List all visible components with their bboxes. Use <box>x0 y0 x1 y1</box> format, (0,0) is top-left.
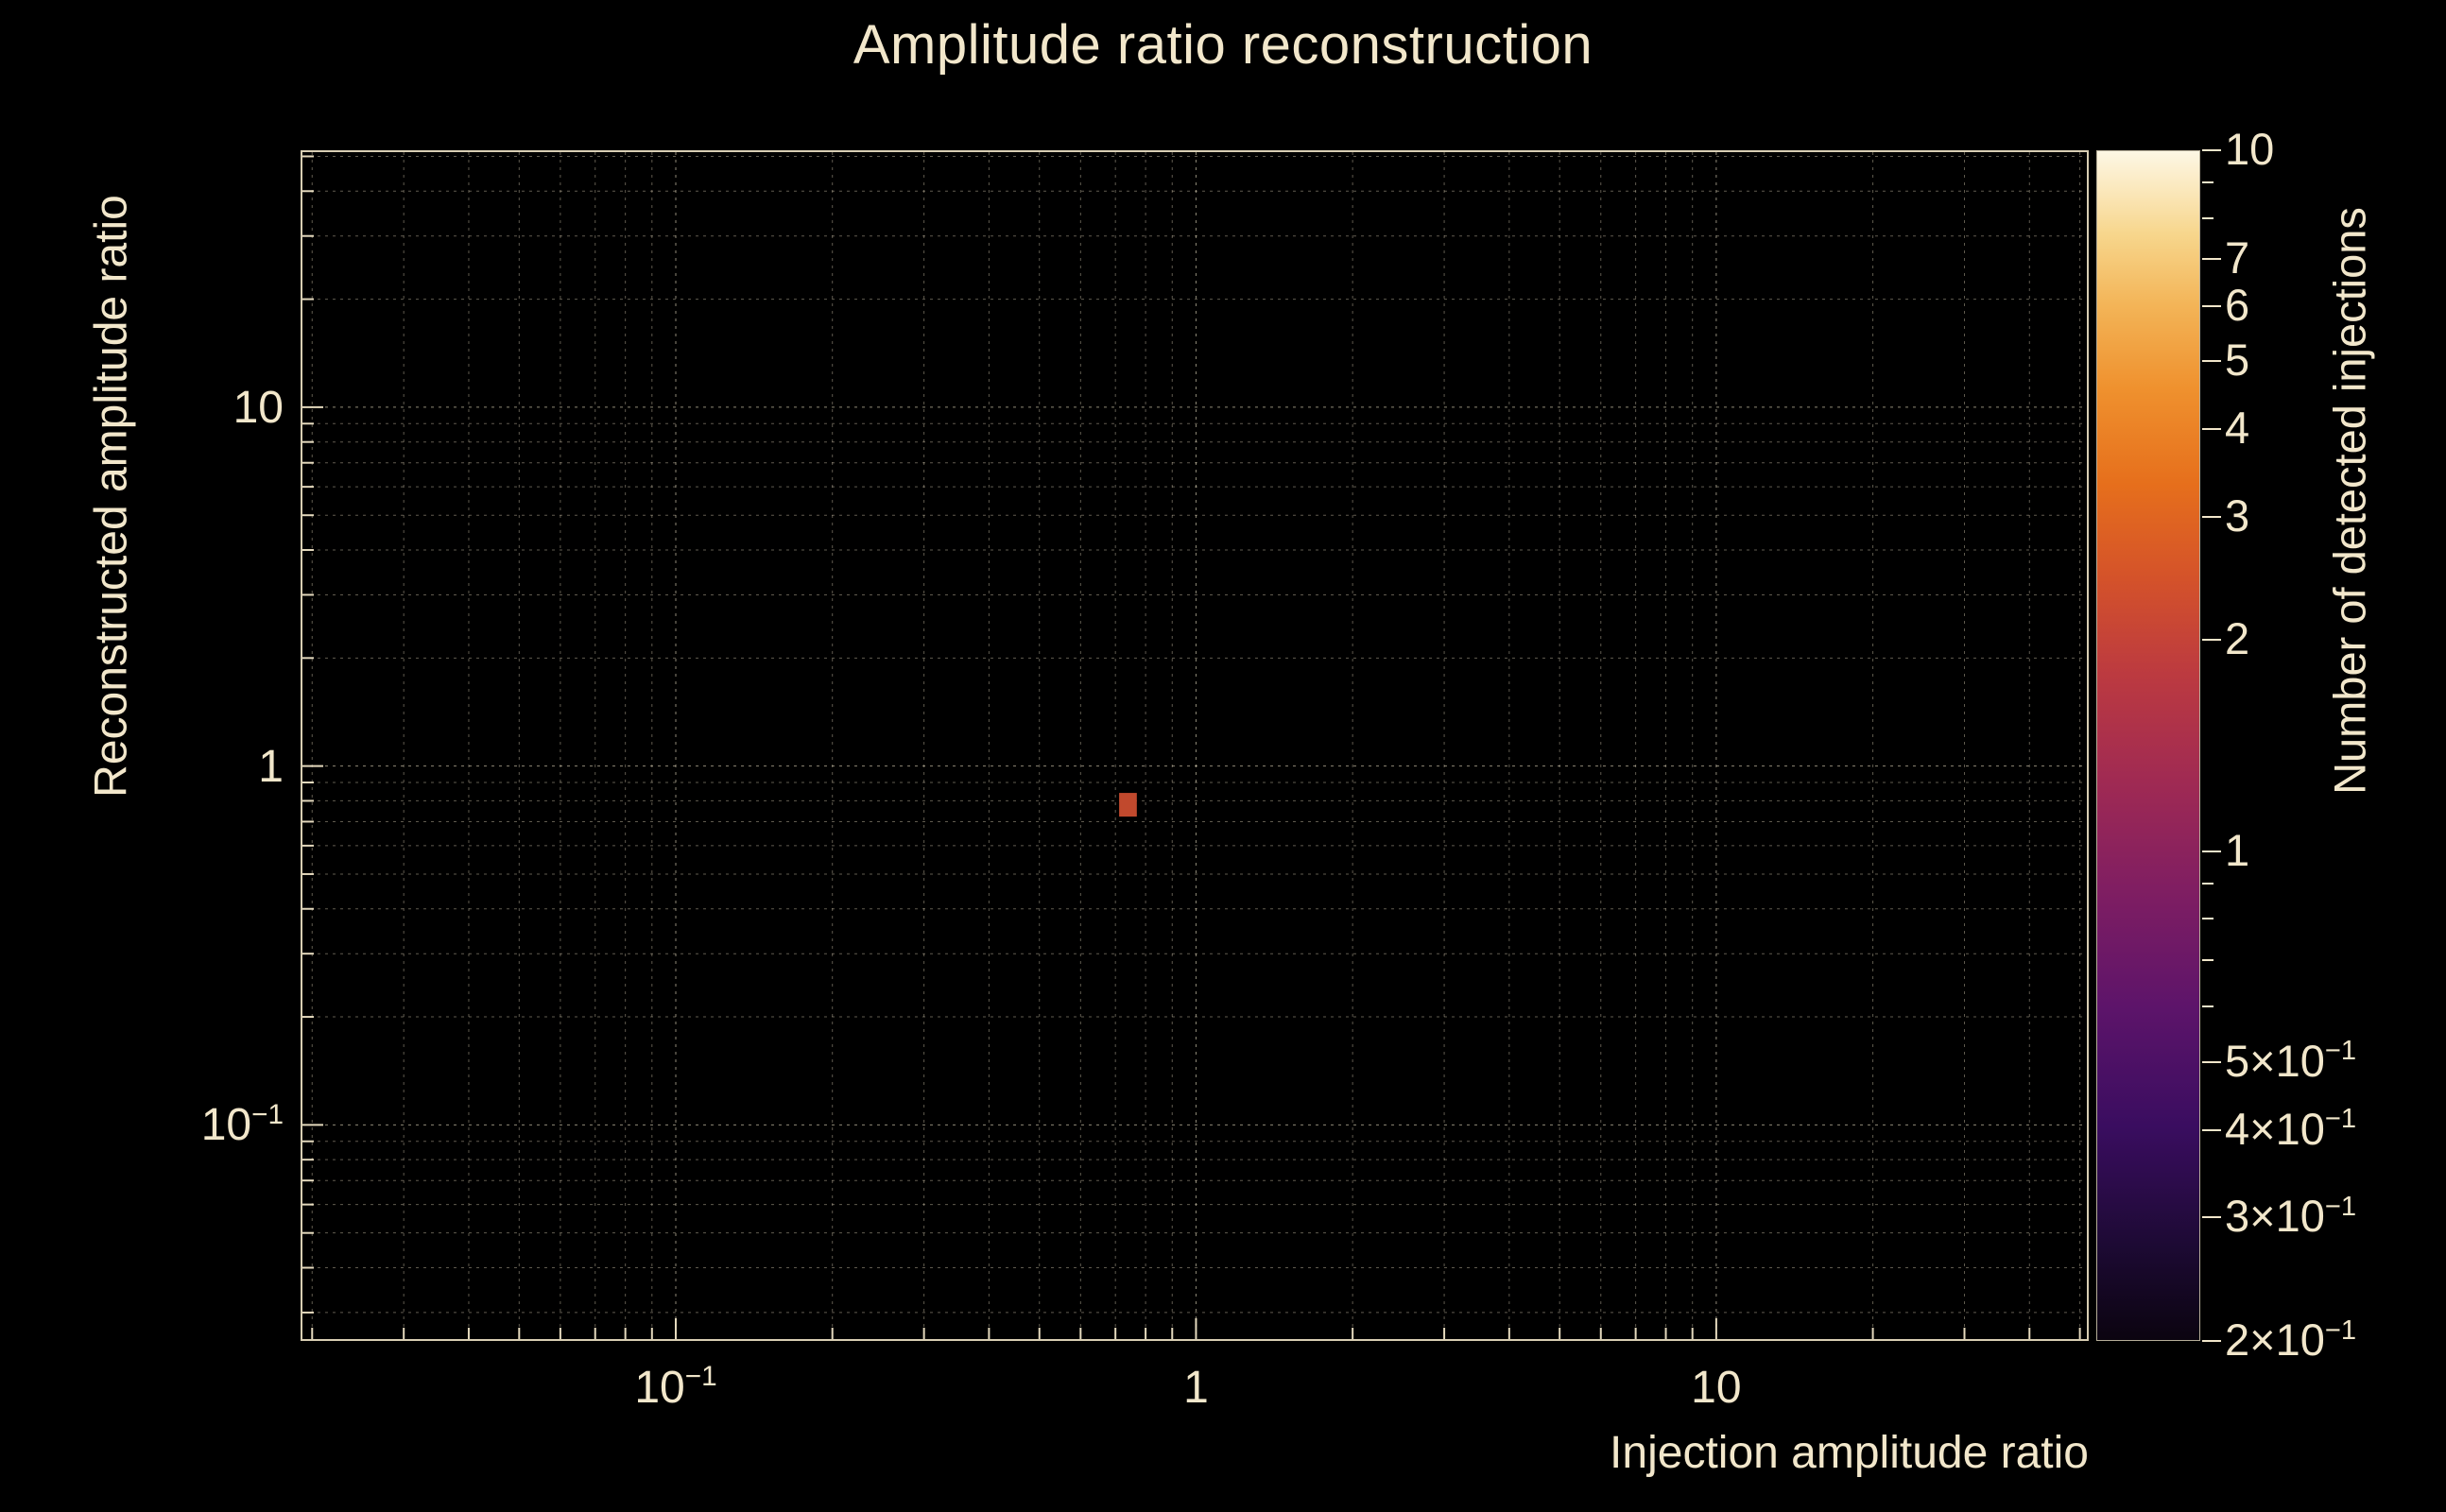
colorbar-tick <box>2202 304 2221 307</box>
colorbar-tick-label: 5×10−1 <box>2225 1035 2357 1086</box>
y-tick-label: 10 <box>233 382 284 433</box>
colorbar-tick-label: 10 <box>2225 124 2275 174</box>
colorbar-tick <box>2202 216 2213 219</box>
y-axis-title: Reconstructed amplitude ratio <box>86 195 137 798</box>
colorbar-tick-label: 7 <box>2225 232 2250 283</box>
colorbar-tick-label: 3×10−1 <box>2225 1191 2357 1242</box>
x-tick-label: 10 <box>1691 1363 1742 1413</box>
colorbar-tick-label: 6 <box>2225 279 2250 330</box>
plot-canvas <box>301 150 2089 1341</box>
colorbar-tick-label: 2×10−1 <box>2225 1314 2357 1365</box>
colorbar-tick <box>2202 882 2213 885</box>
colorbar-tick <box>2202 180 2213 183</box>
colorbar-tick <box>2202 1216 2221 1219</box>
colorbar-tick-label: 2 <box>2225 613 2250 664</box>
y-tick-label: 10−1 <box>200 1098 284 1151</box>
y-tick-label: 1 <box>258 741 284 792</box>
colorbar-tick <box>2202 515 2221 518</box>
colorbar-tick <box>2202 257 2221 260</box>
x-axis-title: Injection amplitude ratio <box>1610 1428 2089 1478</box>
colorbar-gradient <box>2097 151 2199 1340</box>
colorbar-tick-label: 5 <box>2225 335 2250 386</box>
colorbar-tick-label: 4 <box>2225 403 2250 454</box>
colorbar-tick <box>2202 149 2221 151</box>
colorbar-tick-label: 4×10−1 <box>2225 1103 2357 1154</box>
colorbar-tick <box>2202 639 2221 642</box>
plot-frame <box>301 150 2089 1341</box>
colorbar-title: Number of detected injections <box>2324 207 2375 795</box>
colorbar-tick <box>2202 1060 2221 1063</box>
colorbar-tick <box>2202 360 2221 363</box>
plot-area <box>301 150 2089 1341</box>
x-tick-label: 10−1 <box>634 1361 717 1413</box>
colorbar-tick <box>2202 958 2213 961</box>
x-tick-label: 1 <box>1183 1363 1209 1413</box>
colorbar-tick <box>2202 1005 2213 1008</box>
chart-title: Amplitude ratio reconstruction <box>853 14 1593 76</box>
colorbar <box>2096 150 2200 1341</box>
colorbar-tick <box>2202 1128 2221 1131</box>
colorbar-tick-label: 1 <box>2225 824 2250 875</box>
colorbar-tick <box>2202 428 2221 431</box>
colorbar-tick <box>2202 850 2221 852</box>
histogram-bin <box>1119 793 1137 817</box>
colorbar-tick <box>2202 1340 2221 1342</box>
colorbar-tick-label: 3 <box>2225 490 2250 541</box>
colorbar-tick <box>2202 918 2213 920</box>
